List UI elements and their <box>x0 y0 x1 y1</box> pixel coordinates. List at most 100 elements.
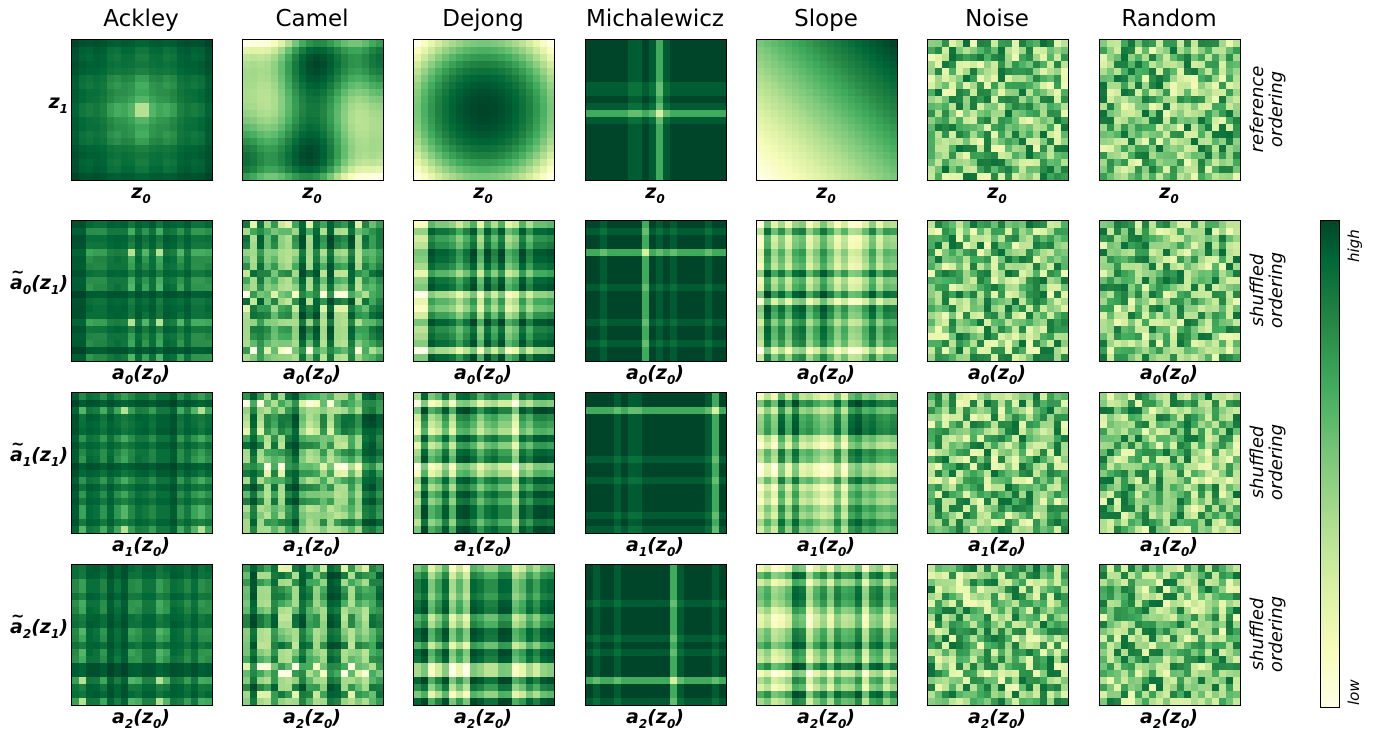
heatmap-cell <box>435 228 442 235</box>
heatmap-cell <box>684 333 691 340</box>
heatmap-cell <box>785 263 792 270</box>
heatmap-cell <box>533 124 540 131</box>
heatmap-cell <box>1047 54 1054 61</box>
heatmap-cell <box>320 68 327 75</box>
heatmap-cell <box>435 103 442 110</box>
heatmap-cell <box>198 228 205 235</box>
heatmap-cell <box>1184 159 1191 166</box>
heatmap-cell <box>607 256 614 263</box>
heatmap-cell <box>278 221 285 228</box>
heatmap-cell <box>1212 103 1219 110</box>
heatmap-cell <box>1054 54 1061 61</box>
heatmap-cell <box>799 110 806 117</box>
heatmap-cell <box>1142 110 1149 117</box>
heatmap-cell <box>949 228 956 235</box>
heatmap-cell <box>257 54 264 61</box>
heatmap-cell <box>205 277 212 284</box>
heatmap-cell <box>243 145 250 152</box>
heatmap-cell <box>1040 131 1047 138</box>
heatmap-cell <box>876 333 883 340</box>
heatmap-cell <box>519 75 526 82</box>
heatmap-cell <box>428 291 435 298</box>
heatmap-cell <box>663 68 670 75</box>
heatmap-cell <box>841 326 848 333</box>
heatmap-cell <box>1142 82 1149 89</box>
heatmap-cell <box>705 61 712 68</box>
heatmap-cell <box>170 326 177 333</box>
heatmap-cell <box>1142 96 1149 103</box>
heatmap-cell <box>519 305 526 312</box>
heatmap-cell <box>869 68 876 75</box>
heatmap-cell <box>306 117 313 124</box>
heatmap-cell <box>970 82 977 89</box>
heatmap-cell <box>621 96 628 103</box>
heatmap-cell <box>463 124 470 131</box>
heatmap-cell <box>292 96 299 103</box>
heatmap-cell <box>600 173 607 180</box>
heatmap-cell <box>100 47 107 54</box>
heatmap-cell <box>184 305 191 312</box>
heatmap-cell <box>705 221 712 228</box>
heatmap-cell <box>1033 228 1040 235</box>
heatmap-cell <box>421 131 428 138</box>
heatmap-cell <box>198 68 205 75</box>
heatmap-cell <box>1012 103 1019 110</box>
heatmap-cell <box>498 82 505 89</box>
heatmap-cell <box>533 347 540 354</box>
heatmap-cell <box>614 277 621 284</box>
heatmap-cell <box>656 68 663 75</box>
heatmap-cell <box>593 96 600 103</box>
heatmap-cell <box>1177 96 1184 103</box>
heatmap-cell <box>86 54 93 61</box>
heatmap-cell <box>1149 75 1156 82</box>
heatmap-cell <box>862 103 869 110</box>
heatmap-cell <box>1019 124 1026 131</box>
heatmap-cell <box>1026 256 1033 263</box>
heatmap-cell <box>1184 82 1191 89</box>
heatmap-cell <box>107 312 114 319</box>
heatmap-cell <box>135 270 142 277</box>
heatmap-cell <box>250 235 257 242</box>
heatmap-cell <box>649 152 656 159</box>
heatmap-cell <box>991 270 998 277</box>
heatmap-cell <box>477 319 484 326</box>
heatmap-cell <box>1005 103 1012 110</box>
heatmap-cell <box>163 89 170 96</box>
heatmap-cell <box>526 47 533 54</box>
heatmap-cell <box>491 152 498 159</box>
heatmap-cell <box>684 152 691 159</box>
heatmap-cell <box>498 131 505 138</box>
heatmap-cell <box>963 166 970 173</box>
heatmap-cell <box>257 152 264 159</box>
heatmap-cell <box>635 131 642 138</box>
heatmap-cell <box>114 110 121 117</box>
heatmap-cell <box>813 312 820 319</box>
heatmap-cell <box>313 54 320 61</box>
heatmap-cell <box>299 277 306 284</box>
heatmap-cell <box>177 75 184 82</box>
heatmap-cell <box>677 242 684 249</box>
heatmap-cell <box>491 298 498 305</box>
heatmap-cell <box>593 75 600 82</box>
heatmap-cell <box>285 110 292 117</box>
heatmap-cell <box>362 347 369 354</box>
heatmap-cell <box>705 249 712 256</box>
heatmap-cell <box>848 249 855 256</box>
heatmap-cell <box>456 284 463 291</box>
heatmap-cell <box>414 291 421 298</box>
heatmap-cell <box>785 256 792 263</box>
heatmap-cell <box>156 131 163 138</box>
heatmap-cell <box>883 40 890 47</box>
heatmap-cell <box>470 145 477 152</box>
heatmap-cell <box>813 110 820 117</box>
heatmap-cell <box>313 312 320 319</box>
heatmap-cell <box>512 347 519 354</box>
heatmap-cell <box>512 173 519 180</box>
heatmap-cell <box>135 166 142 173</box>
heatmap-cell <box>334 89 341 96</box>
heatmap-cell <box>1177 47 1184 54</box>
heatmap-cell <box>813 47 820 54</box>
heatmap-cell <box>334 54 341 61</box>
heatmap-cell <box>890 68 897 75</box>
heatmap-cell <box>705 82 712 89</box>
